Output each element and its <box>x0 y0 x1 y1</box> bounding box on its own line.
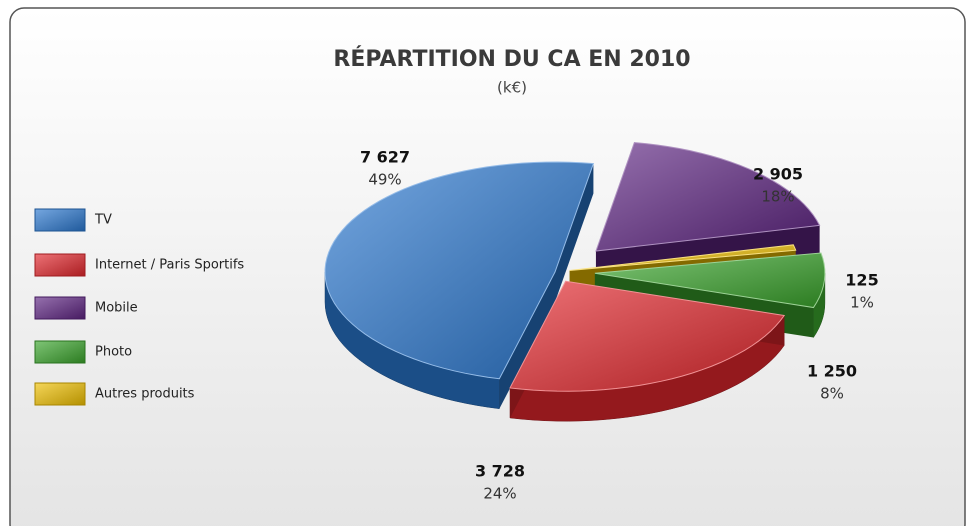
value-label: 2 905 <box>753 165 803 184</box>
legend-swatch <box>34 296 86 320</box>
slice-edge <box>499 272 555 409</box>
legend-swatch <box>34 208 86 232</box>
legend-label: Autres produits <box>95 387 195 402</box>
value-label: 125 <box>845 271 878 290</box>
percent-label: 1% <box>850 294 874 312</box>
percent-label: 18% <box>761 188 794 206</box>
chart-title: RÉPARTITION DU CA EN 2010 <box>333 46 690 72</box>
legend-swatch <box>34 382 86 406</box>
value-label: 1 250 <box>807 362 857 381</box>
slice-top <box>569 244 797 271</box>
percent-label: 8% <box>820 385 844 403</box>
slice-top <box>594 252 826 309</box>
chart-subtitle: (k€) <box>497 79 527 97</box>
percent-label: 49% <box>368 171 401 189</box>
legend-label: Mobile <box>95 301 138 316</box>
legend-label: Internet / Paris Sportifs <box>95 258 244 273</box>
legend-label: TV <box>94 213 112 228</box>
legend-swatch <box>34 340 86 364</box>
slice <box>324 161 595 410</box>
slice-top <box>509 280 786 392</box>
slice-top <box>324 161 595 380</box>
legend-swatch <box>34 253 86 277</box>
value-label: 7 627 <box>360 148 410 167</box>
slice-top <box>595 142 821 252</box>
percent-label: 24% <box>483 485 516 503</box>
legend-label: Photo <box>95 345 132 360</box>
slice-edge <box>555 163 594 302</box>
slice <box>509 280 786 422</box>
value-label: 3 728 <box>475 462 525 481</box>
